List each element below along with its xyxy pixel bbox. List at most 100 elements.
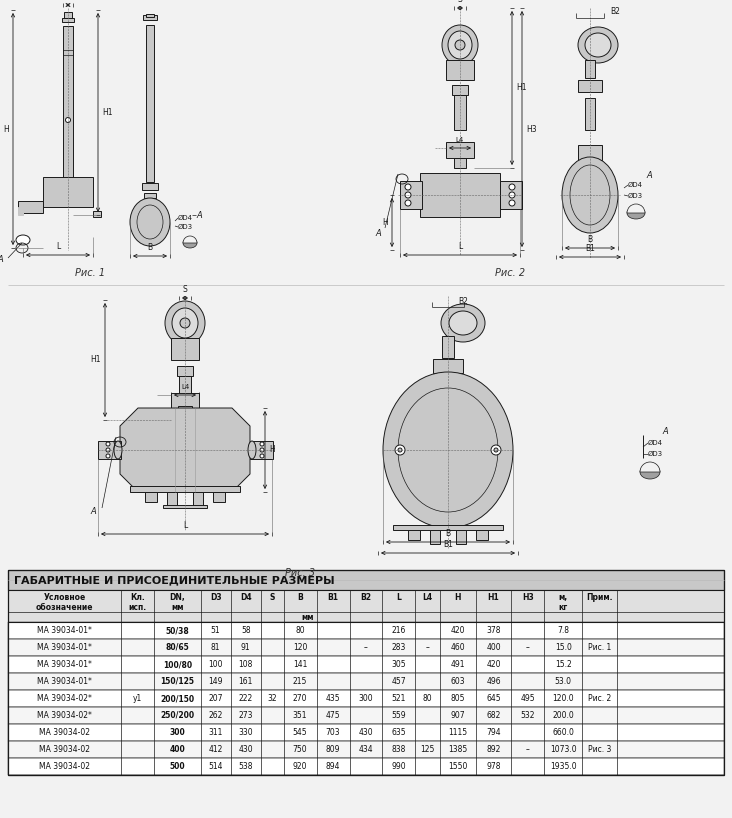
Bar bbox=[177, 366, 193, 376]
Text: 559: 559 bbox=[392, 711, 406, 720]
Text: Рис. 1: Рис. 1 bbox=[75, 268, 105, 278]
Text: L: L bbox=[458, 242, 462, 251]
Text: 420: 420 bbox=[486, 660, 501, 669]
Bar bbox=[420, 173, 500, 217]
Bar bbox=[144, 193, 156, 198]
Bar bbox=[62, 193, 74, 198]
Bar bbox=[8, 622, 724, 639]
Text: ØD4: ØD4 bbox=[628, 182, 643, 188]
Text: 15.2: 15.2 bbox=[555, 660, 572, 669]
Ellipse shape bbox=[562, 157, 618, 233]
Text: 475: 475 bbox=[326, 711, 340, 720]
Text: Рис. 1: Рис. 1 bbox=[588, 643, 611, 652]
Text: B2: B2 bbox=[360, 593, 372, 602]
Bar bbox=[8, 707, 724, 724]
Bar bbox=[585, 160, 595, 170]
Ellipse shape bbox=[398, 448, 402, 452]
Ellipse shape bbox=[183, 238, 197, 248]
Text: S: S bbox=[269, 593, 275, 602]
Bar bbox=[8, 758, 724, 775]
Text: 990: 990 bbox=[392, 762, 406, 771]
Text: D3: D3 bbox=[210, 593, 222, 602]
Text: 920: 920 bbox=[293, 762, 307, 771]
Ellipse shape bbox=[180, 318, 190, 328]
Text: 80: 80 bbox=[295, 626, 305, 635]
Bar bbox=[213, 492, 225, 502]
Ellipse shape bbox=[585, 33, 611, 57]
Text: 434: 434 bbox=[359, 745, 373, 754]
Bar bbox=[8, 673, 724, 690]
Text: мм: мм bbox=[302, 613, 314, 622]
Text: ØD4: ØD4 bbox=[648, 440, 663, 446]
Text: 32: 32 bbox=[267, 694, 277, 703]
Text: H1: H1 bbox=[102, 108, 113, 117]
Ellipse shape bbox=[248, 441, 256, 459]
Text: 15.0: 15.0 bbox=[555, 643, 572, 652]
Text: 120: 120 bbox=[293, 643, 307, 652]
Ellipse shape bbox=[640, 465, 660, 479]
Text: H3: H3 bbox=[526, 124, 537, 133]
Bar bbox=[441, 373, 455, 385]
Text: –: – bbox=[425, 643, 430, 652]
Text: Прим.: Прим. bbox=[586, 593, 613, 602]
Ellipse shape bbox=[405, 200, 411, 206]
Ellipse shape bbox=[165, 301, 205, 345]
Bar bbox=[163, 505, 207, 508]
Ellipse shape bbox=[137, 205, 163, 239]
Text: 538: 538 bbox=[239, 762, 253, 771]
Ellipse shape bbox=[491, 445, 501, 455]
Text: H1: H1 bbox=[516, 83, 526, 92]
Text: МА 39034-01*: МА 39034-01* bbox=[37, 660, 92, 669]
Ellipse shape bbox=[494, 448, 498, 452]
Text: м,: м, bbox=[559, 593, 568, 602]
Bar bbox=[8, 741, 724, 758]
Text: 305: 305 bbox=[392, 660, 406, 669]
Text: 495: 495 bbox=[520, 694, 535, 703]
Text: 81: 81 bbox=[211, 643, 220, 652]
Text: МА 39034-01*: МА 39034-01* bbox=[37, 626, 92, 635]
Text: 500: 500 bbox=[170, 762, 185, 771]
Text: 491: 491 bbox=[450, 660, 465, 669]
Text: 150/125: 150/125 bbox=[160, 677, 194, 686]
Text: 1385: 1385 bbox=[448, 745, 467, 754]
Text: ØD3: ØD3 bbox=[628, 193, 643, 199]
Text: МА 39034-02: МА 39034-02 bbox=[39, 762, 90, 771]
Text: B: B bbox=[446, 529, 451, 538]
Text: 400: 400 bbox=[170, 745, 185, 754]
Text: 978: 978 bbox=[486, 762, 501, 771]
Ellipse shape bbox=[106, 442, 110, 446]
Text: Условное: Условное bbox=[43, 593, 86, 602]
Bar bbox=[142, 183, 158, 190]
Bar bbox=[456, 530, 466, 544]
Text: 892: 892 bbox=[486, 745, 501, 754]
Text: 300: 300 bbox=[170, 728, 185, 737]
Text: 53.0: 53.0 bbox=[555, 677, 572, 686]
Bar bbox=[400, 181, 422, 209]
Ellipse shape bbox=[130, 198, 170, 246]
Text: L: L bbox=[56, 242, 60, 251]
Text: H: H bbox=[382, 218, 388, 227]
Text: 682: 682 bbox=[486, 711, 501, 720]
Text: H: H bbox=[455, 593, 461, 602]
Text: 51: 51 bbox=[211, 626, 220, 635]
Text: 80: 80 bbox=[423, 694, 433, 703]
Text: 100: 100 bbox=[209, 660, 223, 669]
Bar bbox=[500, 181, 522, 209]
Text: Кл.: Кл. bbox=[130, 593, 145, 602]
Ellipse shape bbox=[405, 184, 411, 190]
Ellipse shape bbox=[448, 31, 472, 59]
Text: 7.8: 7.8 bbox=[557, 626, 569, 635]
Text: 660.0: 660.0 bbox=[553, 728, 574, 737]
Text: 300: 300 bbox=[359, 694, 373, 703]
Bar bbox=[8, 590, 724, 622]
Bar bbox=[143, 15, 157, 20]
Text: 120.0: 120.0 bbox=[553, 694, 574, 703]
Bar bbox=[432, 378, 464, 392]
Text: 215: 215 bbox=[293, 677, 307, 686]
Text: исп.: исп. bbox=[129, 603, 146, 612]
Text: 200/150: 200/150 bbox=[160, 694, 195, 703]
Text: 1935.0: 1935.0 bbox=[550, 762, 577, 771]
Text: 635: 635 bbox=[392, 728, 406, 737]
Text: B2: B2 bbox=[458, 298, 468, 307]
Bar bbox=[585, 60, 595, 78]
